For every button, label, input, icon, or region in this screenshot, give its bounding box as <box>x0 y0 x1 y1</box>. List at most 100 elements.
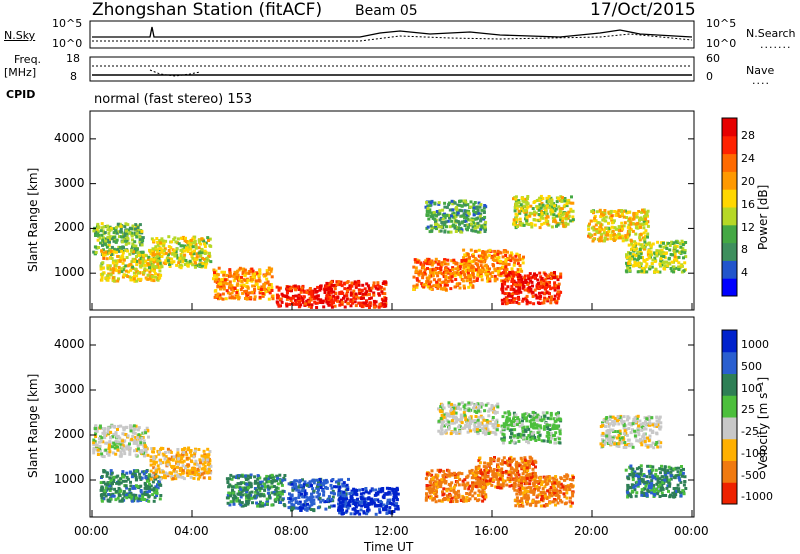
scatter-cell <box>100 226 104 230</box>
scatter-cell <box>310 492 313 496</box>
scatter-cell <box>542 211 546 215</box>
scatter-cell <box>191 256 195 260</box>
scatter-cell <box>609 234 613 238</box>
scatter-cell <box>157 467 161 471</box>
scatter-cell <box>680 239 684 243</box>
scatter-cell <box>415 278 419 282</box>
scatter-cell <box>250 490 254 494</box>
scatter-cell <box>486 272 490 276</box>
scatter-cell <box>552 274 556 278</box>
scatter-cell <box>108 264 112 268</box>
scatter-cell <box>364 301 368 305</box>
scatter-cell <box>348 492 352 496</box>
scatter-cell <box>490 275 494 278</box>
scatter-cell <box>517 290 521 294</box>
scatter-cell <box>346 486 350 490</box>
scatter-cell <box>138 235 142 239</box>
scatter-cell <box>614 213 618 217</box>
scatter-cell <box>488 267 491 271</box>
scatter-cell <box>207 252 211 255</box>
scatter-cell <box>103 231 107 235</box>
scatter-cell <box>125 447 129 451</box>
scatter-cell <box>607 230 611 234</box>
scatter-cell <box>341 484 345 488</box>
scatter-cell <box>228 491 232 495</box>
scatter-cell <box>333 485 336 489</box>
scatter-cell <box>189 238 193 242</box>
scatter-cell <box>239 288 243 292</box>
scatter-cell <box>305 291 309 294</box>
scatter-cell <box>458 208 462 212</box>
scatter-cell <box>154 248 158 252</box>
scatter-cell <box>382 280 386 284</box>
scatter-cell <box>537 282 540 285</box>
scatter-cell <box>498 250 502 254</box>
scatter-cell <box>110 424 114 428</box>
scatter-cell <box>301 506 305 510</box>
scatter-cell <box>159 241 163 245</box>
scatter-cell <box>470 468 474 472</box>
scatter-cell <box>182 459 186 463</box>
scatter-cell <box>457 483 461 487</box>
scatter-cell <box>279 481 283 485</box>
scatter-cell <box>337 488 341 492</box>
scatter-cell <box>106 482 110 486</box>
scatter-cell <box>193 249 196 253</box>
scatter-cell <box>521 257 525 261</box>
scatter-cell <box>343 287 347 291</box>
scatter-cell <box>132 424 136 428</box>
sky-panel-frame <box>89 20 695 49</box>
scatter-cell <box>524 217 527 221</box>
scatter-cell <box>645 222 649 226</box>
scatter-cell <box>472 202 476 206</box>
scatter-cell <box>203 464 207 468</box>
scatter-cell <box>340 478 344 482</box>
scatter-cell <box>565 213 569 217</box>
scatter-cell <box>449 488 453 492</box>
scatter-cell <box>250 496 254 500</box>
scatter-cell <box>516 262 520 266</box>
scatter-cell <box>432 278 436 282</box>
scatter-cell <box>595 210 599 214</box>
freq-dip <box>149 69 201 77</box>
scatter-cell <box>157 257 161 261</box>
scatter-cell <box>360 500 364 504</box>
scatter-cell <box>442 214 446 218</box>
scatter-cell <box>202 257 206 261</box>
scatter-cell <box>229 473 233 477</box>
scatter-cell <box>479 270 483 274</box>
scatter-cell <box>124 222 128 226</box>
scatter-cell <box>121 497 125 501</box>
scatter-cell <box>362 511 366 515</box>
scatter-cell <box>559 290 563 294</box>
scatter-cell <box>102 496 106 500</box>
scatter-cell <box>176 448 180 451</box>
scatter-cell <box>108 440 112 444</box>
scatter-cell <box>92 441 96 445</box>
scatter-cell <box>245 482 249 486</box>
scatter-cell <box>465 495 469 499</box>
scatter-cell <box>238 266 242 270</box>
scatter-cell <box>169 450 173 454</box>
scatter-cell <box>449 287 453 291</box>
scatter-cell <box>480 208 484 212</box>
scatter-cell <box>270 485 274 489</box>
scatter-cell <box>155 474 159 478</box>
scatter-cell <box>133 486 137 490</box>
scatter-cell <box>374 286 378 290</box>
scatter-cell <box>347 503 350 507</box>
scatter-cell <box>436 212 440 216</box>
scatter-cell <box>148 276 152 280</box>
scatter-cell <box>425 213 429 217</box>
scatter-cell <box>448 216 451 219</box>
scatter-cell <box>605 227 609 230</box>
scatter-cell <box>98 236 102 240</box>
scatter-cell <box>155 494 159 498</box>
scatter-cell <box>112 475 116 479</box>
scatter-cell <box>437 260 441 264</box>
scatter-cell <box>649 246 653 250</box>
scatter-cell <box>122 428 126 432</box>
scatter-cell <box>482 206 486 210</box>
scatter-cell <box>649 253 653 257</box>
scatter-cell <box>166 253 170 257</box>
